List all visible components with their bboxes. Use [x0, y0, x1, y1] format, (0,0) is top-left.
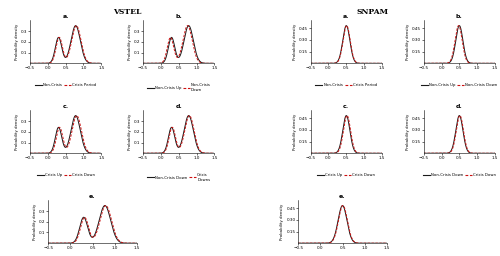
Title: d.: d.	[176, 104, 182, 109]
Y-axis label: Probability density: Probability density	[33, 204, 37, 240]
Title: c.: c.	[343, 104, 349, 109]
Title: d.: d.	[456, 104, 462, 109]
Y-axis label: Probability density: Probability density	[128, 114, 132, 150]
Legend: Crisis Up, Crisis Down: Crisis Up, Crisis Down	[35, 172, 96, 179]
Legend: Non-Crisis Up, Non-Crisis
Down: Non-Crisis Up, Non-Crisis Down	[145, 81, 212, 93]
Y-axis label: Probability density: Probability density	[292, 114, 296, 150]
Y-axis label: Probability density: Probability density	[128, 24, 132, 60]
Text: VSTEL: VSTEL	[114, 8, 141, 16]
Title: c.: c.	[62, 104, 68, 109]
Title: e.: e.	[89, 194, 96, 199]
Title: b.: b.	[176, 14, 182, 19]
Title: b.: b.	[456, 14, 462, 19]
Legend: Non-Crisis Down, Crisis
Downs: Non-Crisis Down, Crisis Downs	[146, 172, 212, 183]
Y-axis label: Probability density: Probability density	[406, 24, 409, 60]
Y-axis label: Probability density: Probability density	[292, 24, 296, 60]
Legend: Crisis Up, Crisis Down: Crisis Up, Crisis Down	[316, 172, 377, 179]
Legend: Non-Crisis, Crisis Period: Non-Crisis, Crisis Period	[314, 81, 379, 89]
Legend: Non-Crisis, Crisis Period: Non-Crisis, Crisis Period	[33, 81, 98, 89]
Y-axis label: Probability density: Probability density	[406, 114, 409, 150]
Text: SNPAM: SNPAM	[356, 8, 388, 16]
Title: a.: a.	[62, 14, 69, 19]
Title: e.: e.	[339, 194, 346, 199]
Y-axis label: Probability density: Probability density	[14, 114, 18, 150]
Title: a.: a.	[343, 14, 349, 19]
Y-axis label: Probability density: Probability density	[280, 204, 284, 240]
Legend: Non-Crisis Up, Non-Crisis Down: Non-Crisis Up, Non-Crisis Down	[420, 81, 499, 89]
Legend: Non-Crisis Down, Crisis Down: Non-Crisis Down, Crisis Down	[421, 172, 498, 179]
Y-axis label: Probability density: Probability density	[14, 24, 18, 60]
